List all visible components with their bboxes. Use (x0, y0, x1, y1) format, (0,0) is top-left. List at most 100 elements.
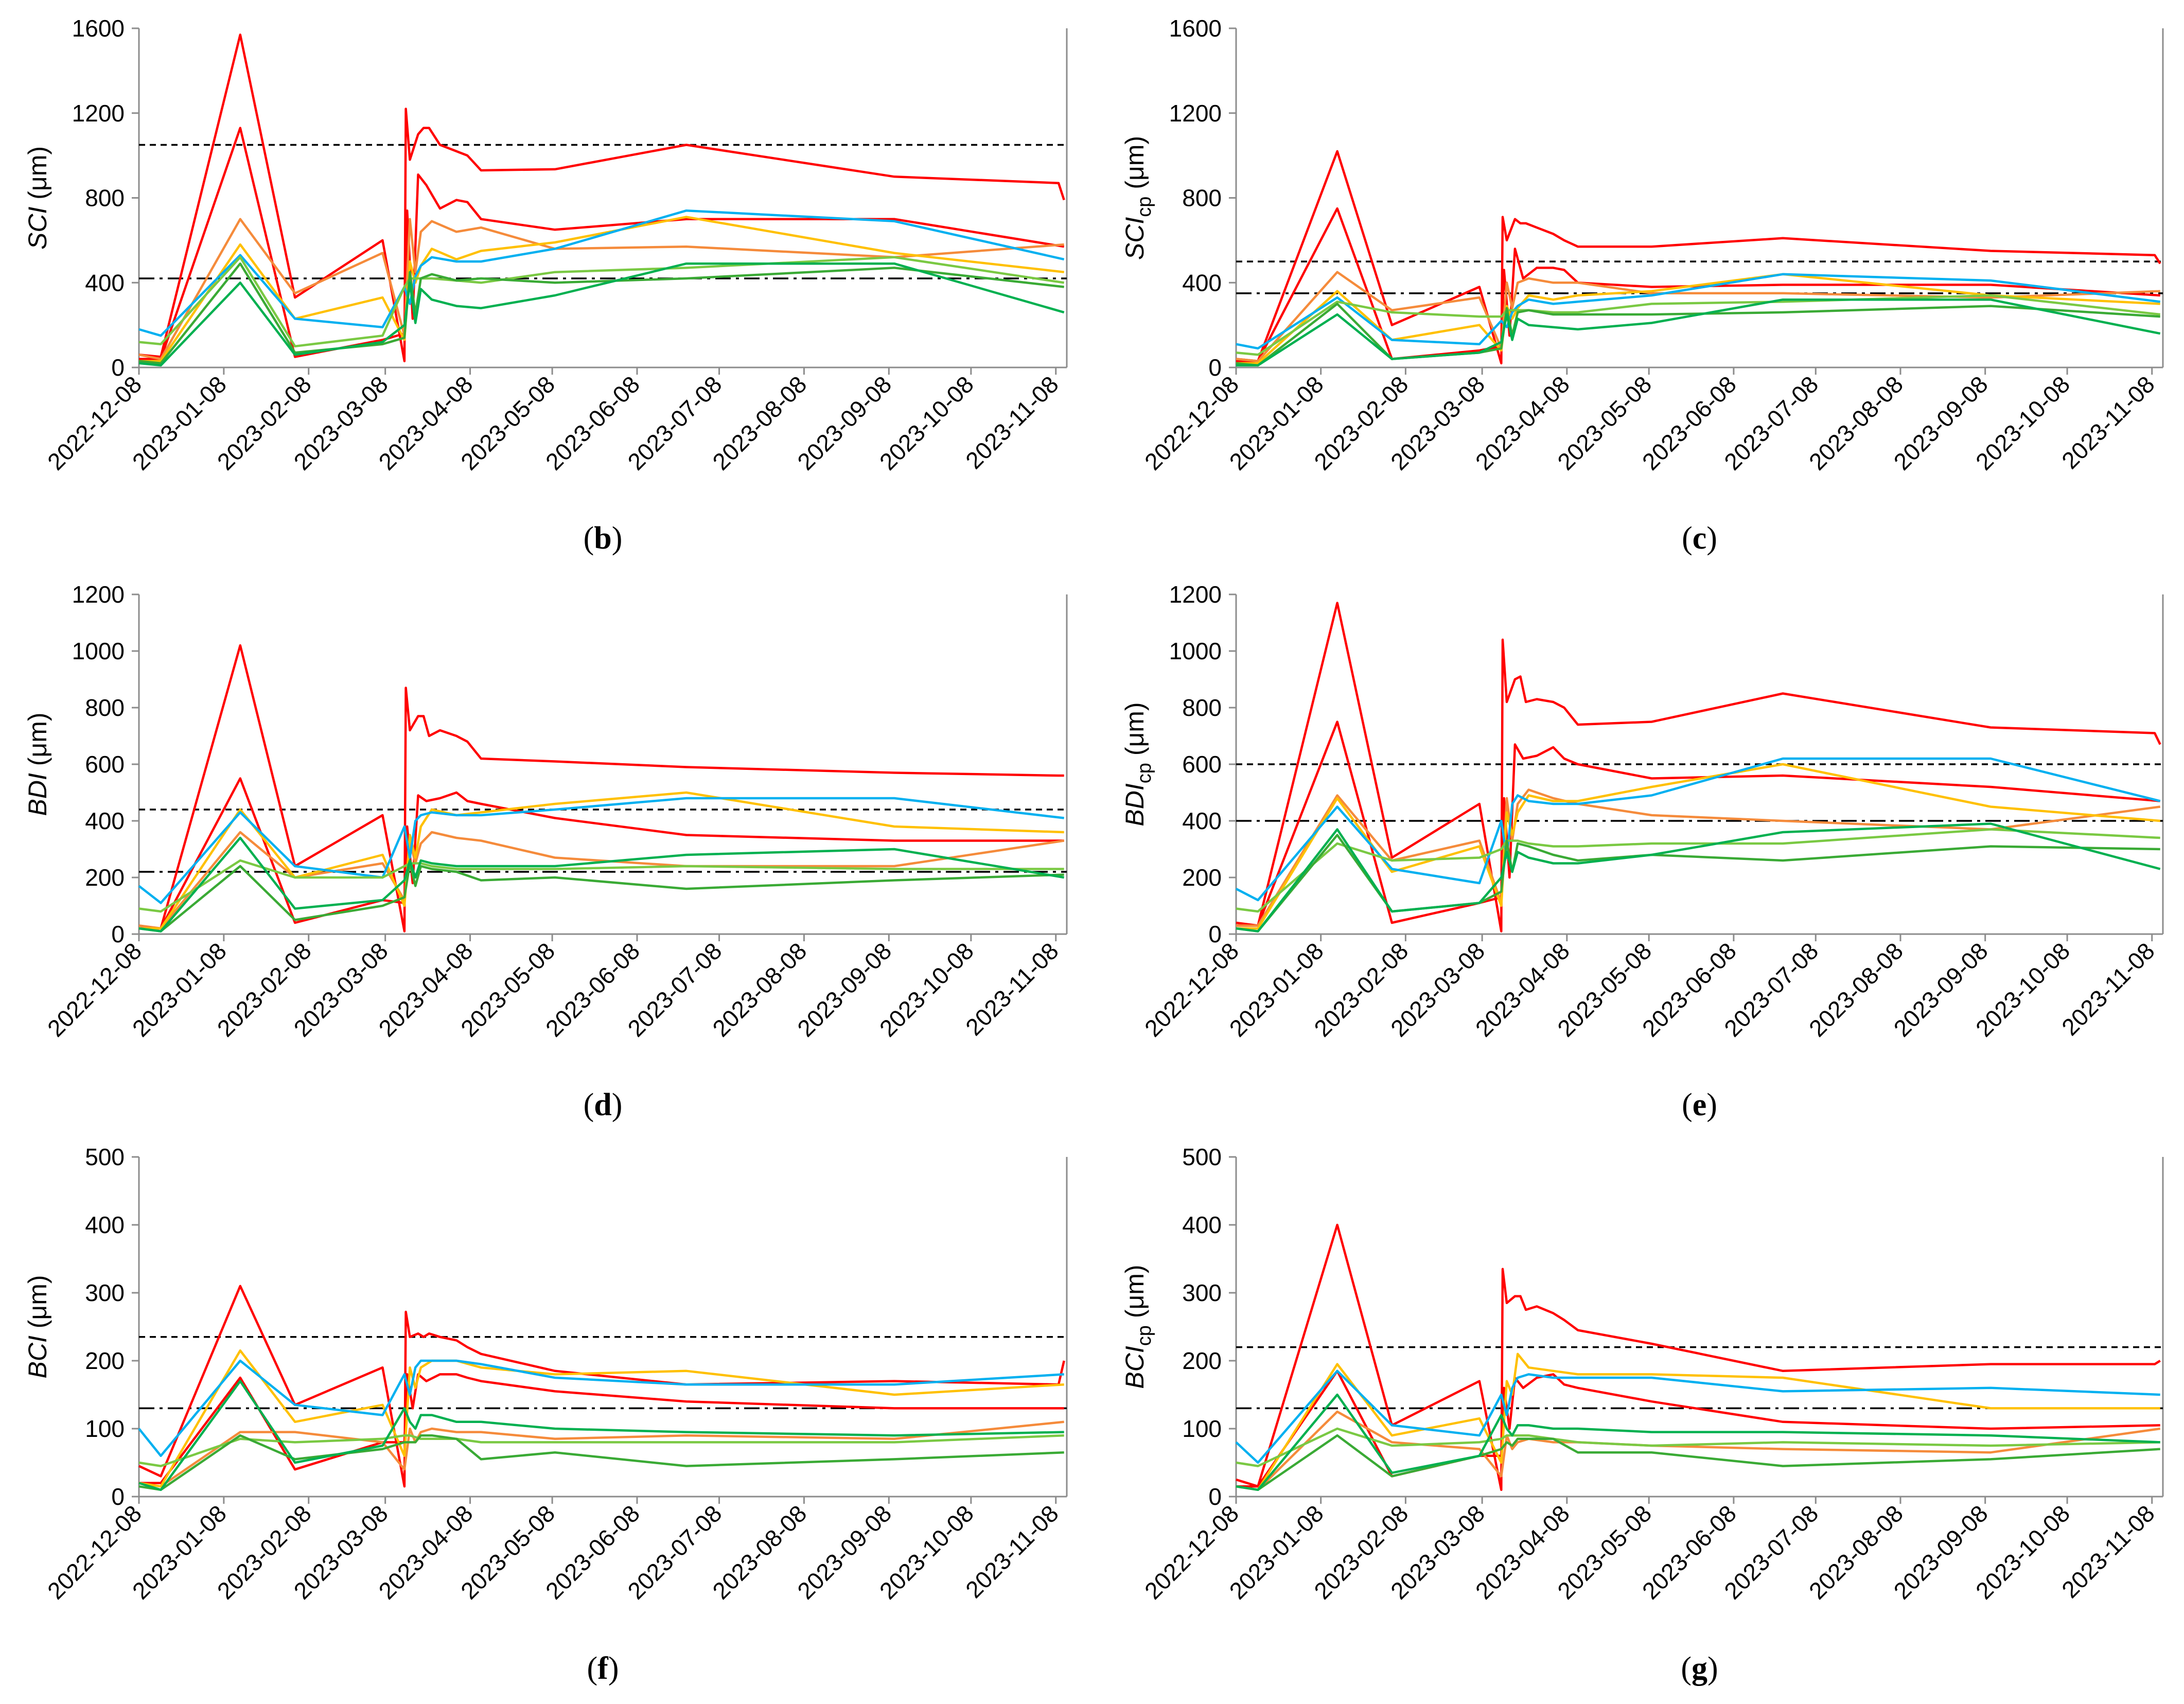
y-axis-title-main: BDI (23, 773, 52, 816)
chart-panel-d: 0200400600800100012002022-12-082023-01-0… (23, 581, 1068, 1122)
y-axis-title-main: BCI (1120, 1346, 1149, 1389)
series-line-lightgreen-1 (1236, 1427, 2160, 1467)
y-axis-title-main: BCI (23, 1336, 52, 1378)
panel-label: (d) (584, 1087, 623, 1122)
x-tick-label: 2023-11-08 (2056, 1500, 2160, 1603)
y-axis-title: BDI (μm) (23, 712, 52, 816)
series-line-darkgreen-1 (138, 262, 1065, 367)
series-line-red-1 (1236, 150, 2161, 365)
series-line-orange-1 (138, 831, 1065, 930)
y-axis-title-unit: (μm) (1120, 702, 1149, 763)
series-line-red-1 (138, 33, 1065, 362)
y-tick-label: 800 (85, 694, 125, 721)
panel-label-open: ( (1681, 1651, 1692, 1686)
series-line-blue-1 (138, 209, 1065, 337)
series-line-blue-1 (138, 1359, 1064, 1457)
y-axis-title: BCI (μm) (23, 1275, 52, 1378)
panel-label-letter: e (1693, 1087, 1707, 1122)
y-axis-title-unit: (μm) (1120, 1264, 1149, 1325)
y-tick-label: 600 (1182, 751, 1222, 778)
series-line-yellow-1 (1236, 763, 2160, 930)
panel-label-open: ( (1682, 1087, 1693, 1122)
series-line-darkgreen-1 (138, 836, 1065, 933)
panel-label-letter: f (597, 1651, 609, 1686)
panel-label-close: ) (612, 1087, 623, 1122)
y-tick-label: 0 (1208, 921, 1222, 947)
chart-panel-g: 01002003004005002022-12-082023-01-082023… (1120, 1144, 2164, 1686)
panel-label-close: ) (608, 1651, 619, 1686)
y-tick-label: 800 (85, 185, 125, 212)
series-line-red-1 (1236, 602, 2161, 933)
y-axis-title-unit: (μm) (23, 1275, 52, 1336)
y-axis-title-subscript: cp (1134, 1325, 1155, 1346)
y-axis-title-main: SCI (23, 207, 52, 250)
y-axis-title: BCIcp (μm) (1120, 1264, 1155, 1389)
series-line-green-1 (138, 862, 1064, 933)
y-tick-label: 0 (111, 354, 125, 381)
y-tick-label: 0 (111, 1483, 125, 1510)
y-tick-label: 100 (85, 1415, 125, 1442)
panel-label-close: ) (1706, 1087, 1717, 1122)
y-axis-title-main: BDI (1120, 783, 1149, 826)
panel-label-letter: g (1692, 1651, 1707, 1686)
panel-label: (e) (1682, 1087, 1717, 1122)
y-tick-label: 0 (1208, 354, 1222, 381)
series-line-red-1 (1236, 1223, 2161, 1491)
y-axis-title: SCIcp (μm) (1120, 136, 1155, 260)
panel-label: (c) (1682, 521, 1717, 556)
chart-panel-b: 0400800120016002022-12-082023-01-082023-… (23, 15, 1068, 556)
panel-label-close: ) (1707, 1651, 1718, 1686)
series-line-orange-1 (138, 218, 1064, 360)
y-tick-label: 1000 (1169, 638, 1222, 664)
series-line-green-1 (1236, 303, 2160, 367)
y-tick-label: 200 (85, 864, 125, 891)
series-line-yellow-1 (1236, 1352, 2160, 1491)
y-tick-label: 0 (1208, 1483, 1222, 1510)
panel-label-close: ) (1706, 521, 1717, 556)
series-line-yellow-1 (138, 1349, 1064, 1488)
panel-label-letter: d (594, 1087, 611, 1122)
chart-panel-f: 01002003004005002022-12-082023-01-082023… (23, 1144, 1068, 1686)
series-line-yellow-1 (139, 791, 1064, 930)
series-line-orange-1 (138, 1420, 1064, 1488)
y-tick-label: 1200 (1169, 581, 1222, 608)
x-tick-label: 2023-11-08 (960, 371, 1064, 474)
panel-label: (g) (1681, 1651, 1718, 1686)
y-tick-label: 400 (85, 807, 125, 834)
panel-label-letter: b (594, 521, 611, 556)
panel-label-open: ( (584, 521, 594, 556)
series-line-darkgreen-1 (1236, 298, 2161, 367)
series-line-lightgreen-1 (1236, 828, 2160, 913)
panel-label: (f) (587, 1651, 619, 1686)
y-tick-label: 500 (1182, 1144, 1222, 1170)
y-axis-title: BDIcp (μm) (1120, 702, 1155, 826)
panel-label-open: ( (587, 1651, 598, 1686)
y-axis-title: SCI (μm) (23, 146, 52, 250)
series-line-darkgreen-1 (138, 1380, 1064, 1491)
x-tick-label: 2023-11-08 (960, 937, 1064, 1041)
y-tick-label: 200 (85, 1347, 125, 1374)
series-line-blue-1 (1235, 1369, 2160, 1464)
y-tick-label: 500 (85, 1144, 125, 1170)
y-axis-title-unit: (μm) (23, 146, 52, 207)
series-line-red-1 (138, 644, 1064, 933)
series-line-red-2 (139, 127, 1065, 360)
y-axis-title-unit: (μm) (1120, 136, 1149, 197)
series-line-orange-1 (1236, 271, 2160, 362)
y-tick-label: 1600 (1169, 15, 1222, 42)
series-line-red-2 (1236, 721, 2160, 927)
series-line-green-1 (138, 1434, 1064, 1491)
y-tick-label: 300 (1182, 1279, 1222, 1306)
series-line-yellow-1 (1236, 273, 2160, 365)
series-line-blue-1 (1235, 757, 2161, 902)
series-line-darkgreen-1 (1236, 822, 2161, 933)
y-axis-title-unit: (μm) (23, 712, 52, 773)
y-tick-label: 100 (1182, 1415, 1222, 1442)
y-tick-label: 1600 (72, 15, 125, 42)
y-tick-label: 1200 (72, 100, 125, 127)
y-tick-label: 400 (85, 1211, 125, 1238)
y-tick-label: 1000 (72, 638, 125, 664)
x-tick-label: 2023-11-08 (2056, 371, 2160, 474)
y-tick-label: 400 (1182, 269, 1222, 296)
y-tick-label: 1200 (72, 581, 125, 608)
